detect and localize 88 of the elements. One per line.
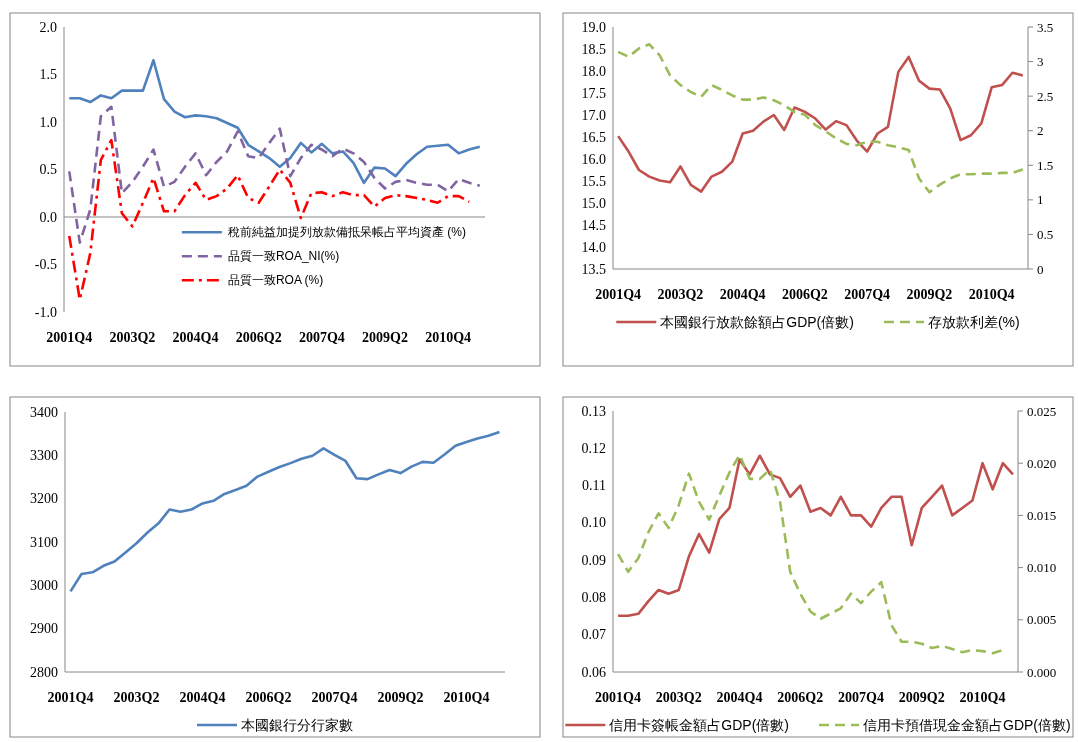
y-tick-label: 0.08 [581,589,606,605]
y-tick-label: 15.0 [581,195,606,211]
x-tick-label: 2001Q4 [47,690,94,705]
x-tick-label: 2004Q4 [179,690,226,705]
x-tick-label: 2010Q4 [959,690,1006,705]
y-tick-label: 16.0 [581,151,606,167]
x-tick-label: 2010Q4 [425,330,472,345]
y-tick-label: 3100 [30,534,58,550]
y-tick-label: 14.5 [581,217,606,233]
line-series [67,58,482,185]
x-tick-label: 2006Q2 [245,690,292,705]
x-tick-label: 2004Q4 [172,330,219,345]
y-tick-label: 13.5 [581,261,606,277]
x-tick-label: 2009Q2 [906,287,953,302]
legend-label: 信用卡簽帳金額占GDP(倍數) [609,717,789,733]
legend-label: 本國銀行放款餘額占GDP(倍數) [660,314,854,330]
y-tick-label: 3300 [30,447,58,463]
y2-tick-label: 2 [1037,123,1044,139]
legend-label: 信用卡預借現金金額占GDP(倍數) [863,717,1071,733]
x-tick-label: 2006Q2 [777,690,824,705]
y-tick-label: 19.0 [581,19,606,35]
legend-label: 品質一致ROA_NI(%) [227,249,340,264]
legend-label: 稅前純益加提列放款備抵呆帳占平均資產 (%) [227,225,466,240]
x-tick-label: 2009Q2 [898,690,945,705]
y-tick-label: 0.07 [581,627,606,643]
y-tick-label: -0.5 [34,257,57,272]
y-tick-label: 0.13 [581,403,606,419]
legend-label: 本國銀行分行家數 [241,717,353,733]
y2-tick-label: 0.020 [1027,455,1057,471]
x-tick-label: 2001Q4 [46,330,93,345]
y-tick-label: 0.10 [581,515,606,531]
x-tick-label: 2007Q4 [311,690,358,705]
legend-label: 品質一致ROA (%) [227,273,324,288]
y-tick-label: 18.0 [581,63,606,79]
line-series [616,454,1015,617]
y2-tick-label: 1.5 [1037,157,1054,173]
y-tick-label: 2.0 [39,19,57,35]
x-tick-label: 2006Q2 [781,287,828,302]
x-tick-label: 2003Q2 [657,287,704,302]
x-tick-label: 2009Q2 [377,690,424,705]
y2-tick-label: 0.010 [1027,560,1057,576]
legend-label: 存放款利差(%) [927,314,1020,330]
y2-tick-label: 3 [1037,54,1044,70]
y-tick-label: 3000 [30,577,58,593]
y-tick-label: -1.0 [34,304,57,320]
y-tick-label: 2800 [30,664,58,680]
y2-tick-label: 0.005 [1027,612,1057,628]
y-tick-label: 14.0 [581,239,606,255]
y-tick-label: 0.09 [581,552,606,568]
y-tick-label: 16.5 [581,129,606,145]
y2-tick-label: 0.015 [1027,507,1057,523]
y2-tick-label: 0.025 [1027,403,1057,419]
y-tick-label: 0.12 [581,440,606,456]
x-tick-label: 2004Q4 [719,287,766,302]
y2-tick-label: 0 [1037,261,1044,277]
y-tick-label: 15.5 [581,173,606,189]
x-tick-label: 2003Q2 [655,690,702,705]
y2-tick-label: 0.5 [1037,226,1054,242]
y-tick-label: 18.5 [581,41,606,57]
x-tick-label: 2010Q4 [443,690,490,705]
y-tick-label: 2900 [30,621,58,637]
y2-tick-label: 3.5 [1037,19,1054,35]
y-tick-label: 1.0 [39,114,57,130]
y-tick-label: 0.5 [39,162,57,177]
line-series [67,105,482,244]
x-tick-label: 2003Q2 [109,330,156,345]
y-tick-label: 3200 [30,491,58,507]
x-tick-label: 2009Q2 [362,330,408,345]
x-tick-label: 2003Q2 [113,690,160,705]
x-tick-label: 2004Q4 [716,690,763,705]
y-tick-label: 1.5 [39,67,57,82]
y-tick-label: 0.11 [582,478,606,494]
x-tick-label: 2010Q4 [968,287,1015,302]
x-tick-label: 2007Q4 [838,690,885,705]
y2-tick-label: 2.5 [1037,88,1054,104]
y-tick-label: 17.0 [581,107,606,123]
y2-tick-label: 0.000 [1027,664,1057,680]
y-tick-label: 0.0 [39,209,57,225]
x-tick-label: 2001Q4 [595,287,642,302]
line-series [69,430,501,593]
x-tick-label: 2006Q2 [235,330,282,345]
y2-tick-label: 1 [1037,192,1044,208]
y-tick-label: 17.5 [581,85,606,101]
y-tick-label: 0.06 [581,664,606,680]
x-tick-label: 2001Q4 [595,690,642,705]
x-tick-label: 2007Q4 [298,330,345,345]
x-tick-label: 2007Q4 [844,287,891,302]
y-tick-label: 3400 [30,404,58,420]
